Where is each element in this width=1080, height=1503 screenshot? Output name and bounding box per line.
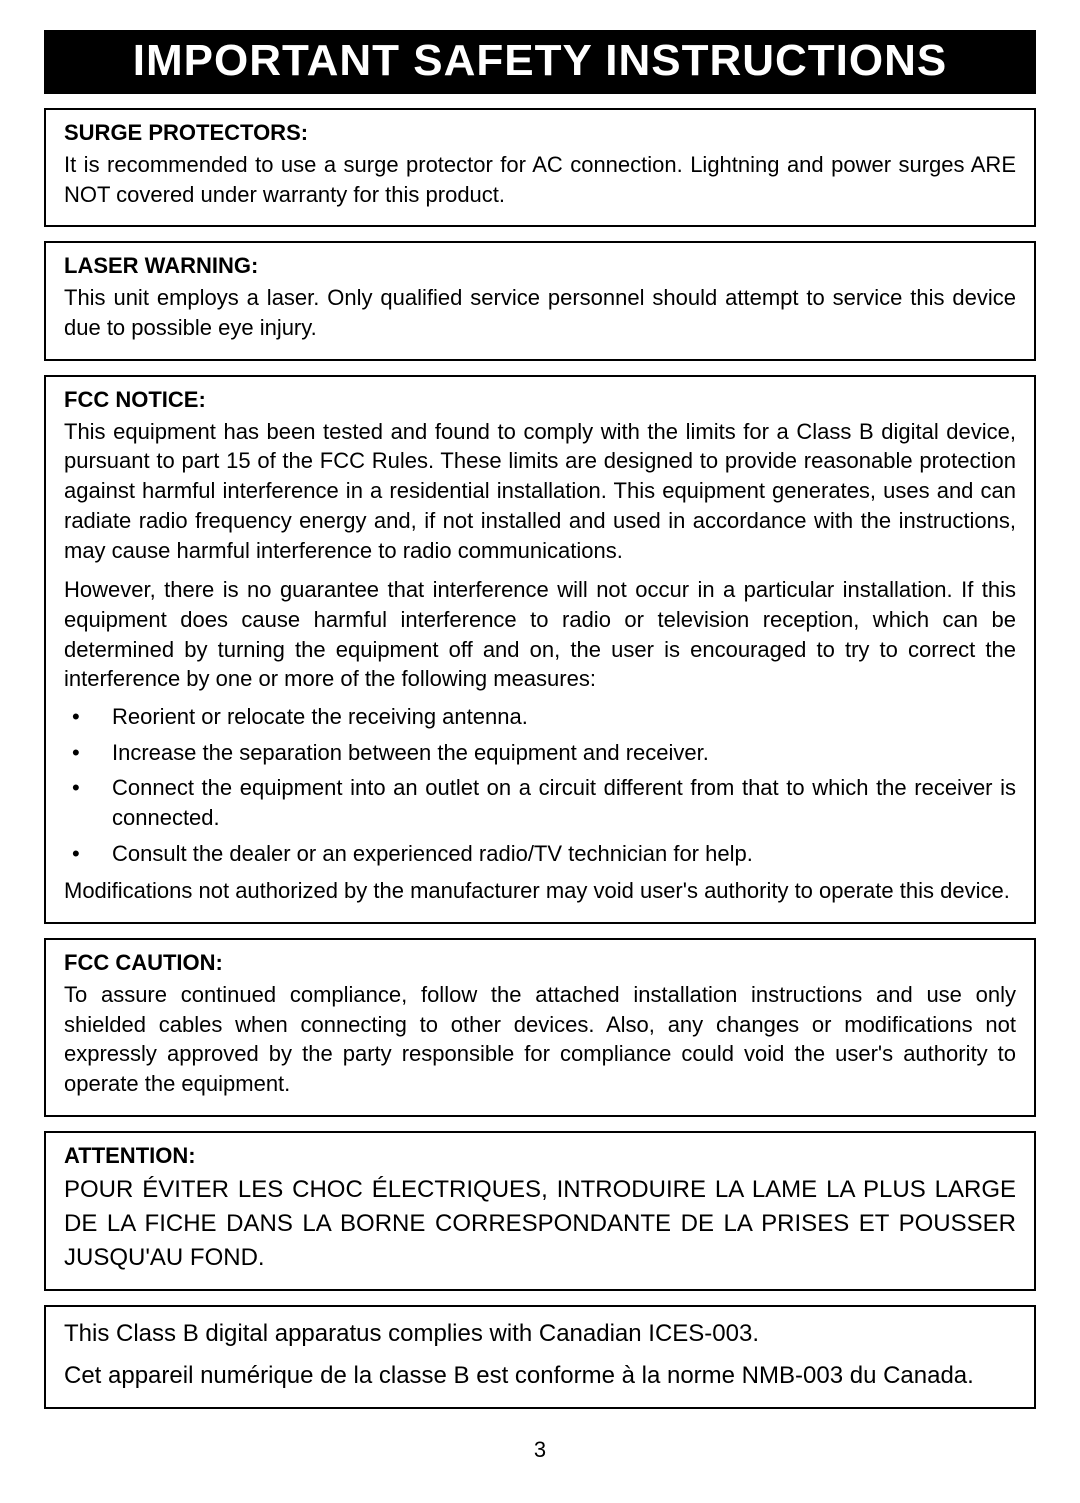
list-item: Increase the separation between the equi… (64, 738, 1016, 768)
laser-heading: LASER WARNING: (64, 253, 1016, 279)
ices-en: This Class B digital apparatus complies … (64, 1317, 1016, 1351)
section-ices: This Class B digital apparatus complies … (44, 1305, 1036, 1409)
fcc-notice-p3: Modifications not authorized by the manu… (64, 876, 1016, 906)
section-fcc-notice: FCC NOTICE: This equipment has been test… (44, 375, 1036, 924)
section-laser-warning: LASER WARNING: This unit employs a laser… (44, 241, 1036, 360)
list-item: Reorient or relocate the receiving anten… (64, 702, 1016, 732)
section-surge-protectors: SURGE PROTECTORS: It is recommended to u… (44, 108, 1036, 227)
page-title: IMPORTANT SAFETY INSTRUCTIONS (44, 30, 1036, 94)
attention-heading: ATTENTION: (64, 1143, 1016, 1169)
surge-heading: SURGE PROTECTORS: (64, 120, 1016, 146)
fcc-notice-measures-list: Reorient or relocate the receiving anten… (64, 702, 1016, 868)
ices-fr: Cet appareil numérique de la classe B es… (64, 1359, 1016, 1393)
surge-body: It is recommended to use a surge protect… (64, 150, 1016, 209)
fcc-notice-heading: FCC NOTICE: (64, 387, 1016, 413)
fcc-caution-body: To assure continued compliance, follow t… (64, 980, 1016, 1099)
section-fcc-caution: FCC CAUTION: To assure continued complia… (44, 938, 1036, 1117)
section-attention-fr: ATTENTION: POUR ÉVITER LES CHOC ÉLECTRIQ… (44, 1131, 1036, 1291)
attention-body: POUR ÉVITER LES CHOC ÉLECTRIQUES, INTROD… (64, 1173, 1016, 1275)
fcc-notice-p1: This equipment has been tested and found… (64, 417, 1016, 565)
laser-body: This unit employs a laser. Only qualifie… (64, 283, 1016, 342)
list-item: Connect the equipment into an outlet on … (64, 773, 1016, 832)
page-number: 3 (44, 1437, 1036, 1463)
fcc-caution-heading: FCC CAUTION: (64, 950, 1016, 976)
fcc-notice-p2: However, there is no guarantee that inte… (64, 575, 1016, 694)
list-item: Consult the dealer or an experienced rad… (64, 839, 1016, 869)
